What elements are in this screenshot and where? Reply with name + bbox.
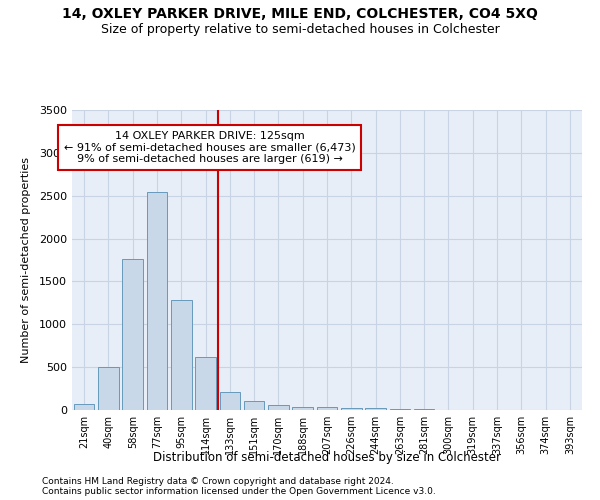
Text: Distribution of semi-detached houses by size in Colchester: Distribution of semi-detached houses by … [153, 451, 501, 464]
Bar [292, 406, 313, 410]
Bar [98, 367, 119, 410]
Bar [389, 408, 410, 410]
Bar [414, 409, 434, 410]
Bar [171, 300, 191, 410]
Bar [146, 192, 167, 410]
Bar [317, 408, 337, 410]
Bar [244, 402, 265, 410]
Bar [74, 404, 94, 410]
Text: Size of property relative to semi-detached houses in Colchester: Size of property relative to semi-detach… [101, 22, 499, 36]
Text: 14, OXLEY PARKER DRIVE, MILE END, COLCHESTER, CO4 5XQ: 14, OXLEY PARKER DRIVE, MILE END, COLCHE… [62, 8, 538, 22]
Bar [268, 405, 289, 410]
Text: Contains HM Land Registry data © Crown copyright and database right 2024.: Contains HM Land Registry data © Crown c… [42, 477, 394, 486]
Text: 14 OXLEY PARKER DRIVE: 125sqm
← 91% of semi-detached houses are smaller (6,473)
: 14 OXLEY PARKER DRIVE: 125sqm ← 91% of s… [64, 131, 356, 164]
Bar [365, 408, 386, 410]
Text: Contains public sector information licensed under the Open Government Licence v3: Contains public sector information licen… [42, 487, 436, 496]
Bar [195, 358, 216, 410]
Bar [341, 408, 362, 410]
Y-axis label: Number of semi-detached properties: Number of semi-detached properties [20, 157, 31, 363]
Bar [122, 259, 143, 410]
Bar [220, 392, 240, 410]
